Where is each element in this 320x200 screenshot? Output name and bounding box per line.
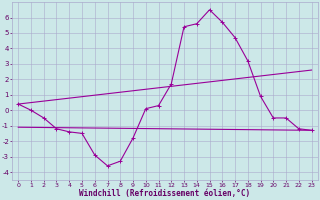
X-axis label: Windchill (Refroidissement éolien,°C): Windchill (Refroidissement éolien,°C) — [79, 189, 251, 198]
